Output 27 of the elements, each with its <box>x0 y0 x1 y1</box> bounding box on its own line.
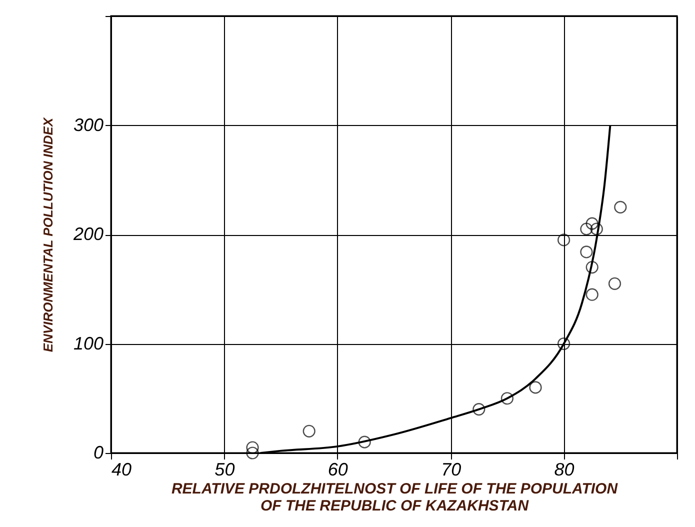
x-axis-title: RELATIVE PRDOLZHITELNOST OF LIFE OF THE POPULATION OF THE REPUBLIC OF KAZAKHSTAN <box>171 480 619 514</box>
x-tick-label: 70 <box>441 460 462 480</box>
y-tick-label: 200 <box>72 224 104 244</box>
point <box>529 381 542 394</box>
x-tick-label: 80 <box>554 460 574 480</box>
point <box>580 222 593 236</box>
point <box>558 337 570 350</box>
point <box>586 260 598 274</box>
point <box>558 234 570 246</box>
point <box>608 277 622 290</box>
x-tick-label: 60 <box>328 460 348 480</box>
y-tick-label: 300 <box>73 114 104 135</box>
x-tick-label: 50 <box>214 460 235 480</box>
point <box>472 403 486 416</box>
point <box>580 246 593 258</box>
y-tick-label: 100 <box>73 333 104 354</box>
y-axis-title: ENVIRONMENTAL POLLUTION INDEX <box>40 116 56 352</box>
point <box>500 392 514 405</box>
point <box>586 288 598 301</box>
point <box>302 424 316 438</box>
point <box>246 441 259 454</box>
point <box>590 222 603 236</box>
x-tick-label: 40 <box>112 460 132 480</box>
point <box>586 217 598 230</box>
point <box>614 200 627 214</box>
point <box>358 436 371 448</box>
y-tick-label: 0 <box>93 442 104 462</box>
